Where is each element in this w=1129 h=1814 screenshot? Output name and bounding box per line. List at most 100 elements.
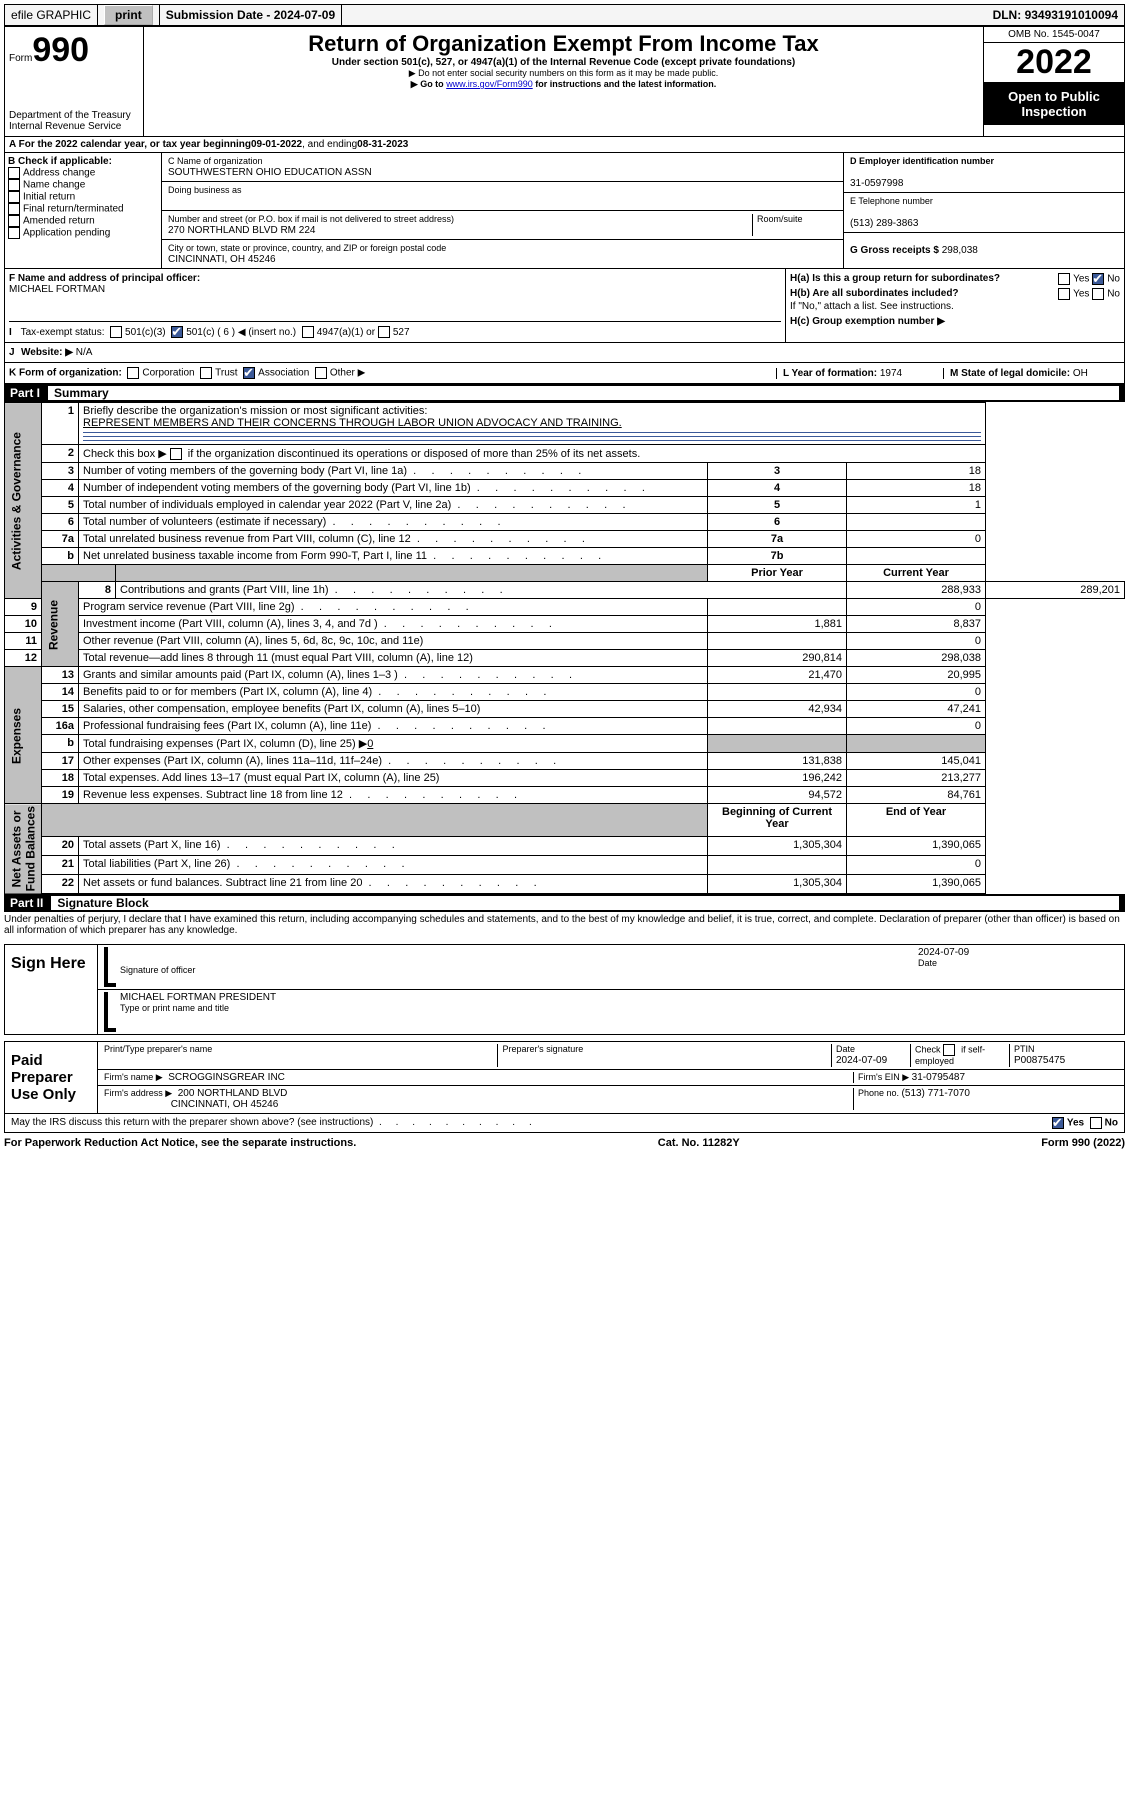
part1-table: Activities & Governance 1 Briefly descri…: [4, 402, 1125, 894]
side-expenses: Expenses: [5, 667, 42, 804]
submission-date: Submission Date - 2024-07-09: [160, 5, 342, 25]
side-activities: Activities & Governance: [5, 403, 42, 599]
dba-label: Doing business as: [168, 185, 242, 195]
paid-preparer-block: Paid Preparer Use Only Print/Type prepar…: [4, 1041, 1125, 1114]
topbar-spacer: [342, 12, 986, 18]
b-label: B Check if applicable:: [8, 156, 112, 167]
subtitle2: ▶ Do not enter social security numbers o…: [148, 68, 979, 79]
sign-here-label: Sign Here: [5, 945, 98, 1034]
firm-phone: (513) 771-7070: [902, 1088, 970, 1099]
section-bcde: B Check if applicable: Address change Na…: [4, 153, 1125, 269]
ha-yes[interactable]: [1058, 273, 1070, 285]
firm-name: SCROGGINSGREAR INC: [168, 1072, 285, 1083]
org-name: SOUTHWESTERN OHIO EDUCATION ASSN: [168, 167, 372, 178]
paid-preparer-label: Paid Preparer Use Only: [5, 1042, 98, 1113]
firm-addr2: CINCINNATI, OH 45246: [171, 1099, 279, 1110]
discuss-row: May the IRS discuss this return with the…: [4, 1114, 1125, 1133]
check-initial[interactable]: [8, 191, 20, 203]
j-label: Website: ▶: [21, 347, 73, 358]
k-corp[interactable]: [127, 367, 139, 379]
side-revenue: Revenue: [42, 582, 79, 667]
subtitle1: Under section 501(c), 527, or 4947(a)(1)…: [148, 57, 979, 68]
page-footer: For Paperwork Reduction Act Notice, see …: [4, 1133, 1125, 1149]
bracket-icon: [104, 992, 116, 1032]
c-name-label: C Name of organization: [168, 156, 263, 166]
dln: DLN: 93493191010094: [987, 5, 1124, 25]
v4: 18: [847, 480, 986, 497]
hb-yes[interactable]: [1058, 288, 1070, 300]
efile-topbar: efile GRAPHIC print Submission Date - 20…: [4, 4, 1125, 26]
form-header: Form990 Department of the Treasury Inter…: [4, 26, 1125, 137]
k-trust[interactable]: [200, 367, 212, 379]
form-number: Form990: [9, 31, 139, 70]
v5: 1: [847, 497, 986, 514]
v7a: 0: [847, 531, 986, 548]
check-501c3[interactable]: [110, 326, 122, 338]
hb-note: If "No," attach a list. See instructions…: [790, 301, 1120, 312]
side-netassets: Net Assets or Fund Balances: [5, 804, 42, 894]
org-city: CINCINNATI, OH 45246: [168, 254, 276, 265]
perjury-declaration: Under penalties of perjury, I declare th…: [4, 912, 1125, 938]
hb-label: H(b) Are all subordinates included?: [790, 288, 959, 299]
addr-label: Number and street (or P.O. box if mail i…: [168, 214, 454, 224]
tax-year: 2022: [984, 43, 1124, 83]
sign-here-block: Sign Here Signature of officer 2024-07-0…: [4, 944, 1125, 1035]
k-other[interactable]: [315, 367, 327, 379]
dept-treasury: Department of the Treasury: [9, 110, 139, 121]
check-final[interactable]: [8, 203, 20, 215]
org-addr: 270 NORTHLAND BLVD RM 224: [168, 225, 315, 236]
bracket-icon: [104, 947, 116, 987]
check-pending[interactable]: [8, 227, 20, 239]
d-label: D Employer identification number: [850, 156, 994, 166]
hb-no[interactable]: [1092, 288, 1104, 300]
omb: OMB No. 1545-0047: [984, 27, 1124, 43]
k-label: K Form of organization:: [9, 368, 122, 379]
section-j: JWebsite: ▶ N/A: [4, 343, 1125, 363]
part1-header: Part ISummary: [4, 384, 1125, 402]
form-title: Return of Organization Exempt From Incom…: [148, 31, 979, 57]
k-assoc[interactable]: [243, 367, 255, 379]
city-label: City or town, state or province, country…: [168, 243, 446, 253]
check-discontinued[interactable]: [170, 448, 182, 460]
hc-label: H(c) Group exemption number ▶: [790, 316, 945, 327]
room-label: Room/suite: [757, 214, 803, 224]
check-name[interactable]: [8, 179, 20, 191]
g-label: G Gross receipts $: [850, 245, 942, 256]
ha-no[interactable]: [1092, 273, 1104, 285]
i-label: Tax-exempt status:: [21, 327, 105, 338]
check-address[interactable]: [8, 167, 20, 179]
phone: (513) 289-3863: [850, 218, 918, 229]
dept-irs: Internal Revenue Service: [9, 121, 139, 132]
officer-name: MICHAEL FORTMAN: [9, 284, 105, 295]
state-domicile: OH: [1073, 368, 1088, 379]
open-public: Open to Public Inspection: [984, 83, 1124, 125]
mission: REPRESENT MEMBERS AND THEIR CONCERNS THR…: [83, 417, 622, 429]
firm-ein: 31-0795487: [912, 1072, 965, 1083]
ha-label: H(a) Is this a group return for subordin…: [790, 273, 1000, 284]
discuss-yes[interactable]: [1052, 1117, 1064, 1129]
v3: 18: [847, 463, 986, 480]
sign-date: 2024-07-09: [918, 947, 969, 958]
ein: 31-0597998: [850, 178, 903, 189]
gross-receipts: 298,038: [942, 245, 978, 256]
website: N/A: [76, 347, 93, 358]
section-a: A For the 2022 calendar year, or tax yea…: [4, 137, 1125, 153]
firm-addr1: 200 NORTHLAND BLVD: [178, 1088, 288, 1099]
section-klm: K Form of organization: Corporation Trus…: [4, 363, 1125, 384]
ptin: P00875475: [1014, 1055, 1065, 1066]
year-formation: 1974: [880, 368, 902, 379]
part2-header: Part IISignature Block: [4, 894, 1125, 912]
check-501c[interactable]: [171, 326, 183, 338]
check-selfemployed[interactable]: [943, 1044, 955, 1056]
efile-label: efile GRAPHIC: [5, 5, 98, 25]
check-amended[interactable]: [8, 215, 20, 227]
print-button[interactable]: print: [104, 5, 153, 25]
officer-sign-name: MICHAEL FORTMAN PRESIDENT: [120, 992, 276, 1003]
discuss-no[interactable]: [1090, 1117, 1102, 1129]
f-label: F Name and address of principal officer:: [9, 273, 200, 284]
e-label: E Telephone number: [850, 196, 933, 206]
subtitle3: ▶ Go to www.irs.gov/Form990 for instruct…: [148, 79, 979, 90]
irs-link[interactable]: www.irs.gov/Form990: [446, 79, 533, 89]
check-4947[interactable]: [302, 326, 314, 338]
check-527[interactable]: [378, 326, 390, 338]
